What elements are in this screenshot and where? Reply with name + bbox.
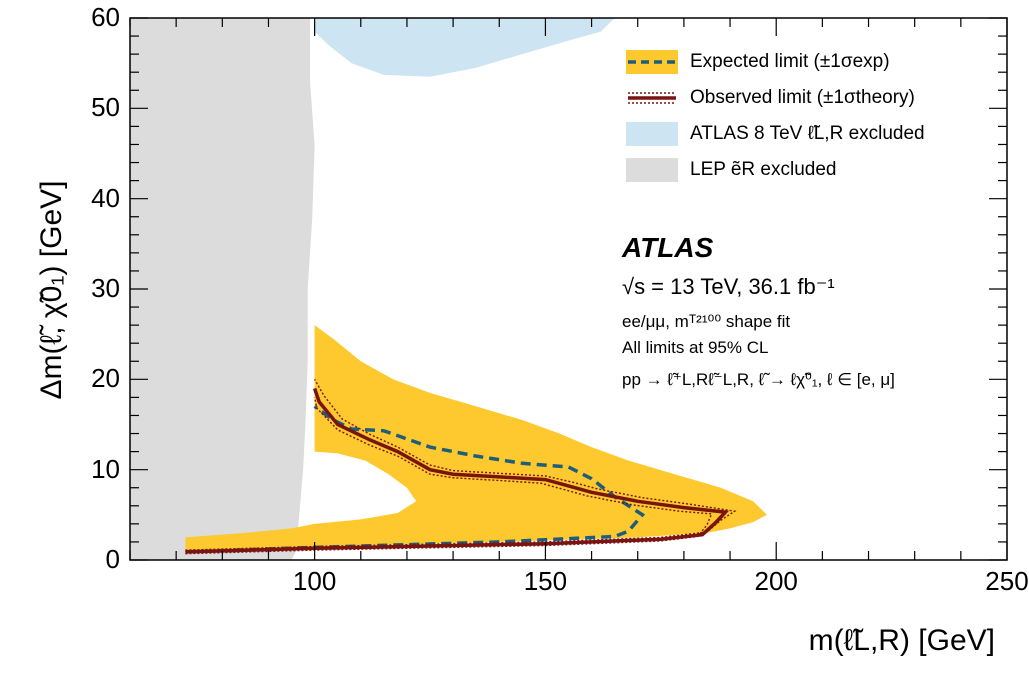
y-tick-label: 60 bbox=[91, 2, 120, 32]
lep-excluded-region bbox=[130, 18, 315, 560]
legend-label-observed: Observed limit (±1σtheory) bbox=[690, 87, 915, 108]
x-tick-label: 250 bbox=[985, 566, 1029, 596]
energy-luminosity-label: √s = 13 TeV, 36.1 fb⁻¹ bbox=[622, 274, 835, 299]
y-tick-label: 0 bbox=[105, 544, 120, 574]
annotation-block: ATLAS √s = 13 TeV, 36.1 fb⁻¹ ee/μμ, mᵀ²¹… bbox=[622, 232, 895, 390]
y-tick-label: 50 bbox=[91, 92, 120, 123]
observed-limit-swatch bbox=[628, 92, 676, 104]
lep-excluded-swatch bbox=[626, 158, 678, 182]
atlas8-excluded-swatch bbox=[626, 122, 678, 146]
y-tick-label: 20 bbox=[91, 363, 120, 394]
legend-label-expected: Expected limit (±1σexp) bbox=[690, 51, 890, 72]
x-tick-label: 200 bbox=[754, 566, 798, 596]
legend-label-atlas8: ATLAS 8 TeV ℓ̃L,R excluded bbox=[690, 123, 925, 144]
atlas8-excluded-region bbox=[314, 18, 615, 77]
observed-limit-line bbox=[185, 387, 730, 554]
observed-limit-up-line bbox=[185, 378, 737, 551]
expected-limit-swatch bbox=[626, 50, 678, 74]
process-label: pp → ℓ̃⁺L,Rℓ̃⁻L,R, ℓ̃ → ℓχ̃⁰₁, ℓ ∈ [e, μ… bbox=[622, 370, 895, 389]
legend-label-lep: LEP ẽR excluded bbox=[690, 159, 837, 180]
expected-limit-line bbox=[185, 404, 646, 554]
expected-limit-band bbox=[185, 325, 767, 553]
cl-label: All limits at 95% CL bbox=[622, 338, 769, 357]
x-tick-label: 100 bbox=[292, 566, 337, 596]
plot-frame bbox=[129, 17, 1008, 561]
x-axis-label: m(ℓ̃L,R) [GeV] bbox=[808, 624, 995, 657]
x-tick-label: 150 bbox=[523, 566, 568, 596]
y-axis-label: Δm(ℓ̃, χ̃0₁) [GeV] bbox=[35, 180, 68, 400]
y-tick-label: 10 bbox=[91, 453, 120, 484]
y-tick-label: 40 bbox=[91, 182, 120, 213]
atlas-label: ATLAS bbox=[622, 232, 714, 263]
y-tick-label: 30 bbox=[91, 273, 120, 303]
fit-label: ee/μμ, mᵀ²¹⁰⁰ shape fit bbox=[622, 312, 791, 331]
